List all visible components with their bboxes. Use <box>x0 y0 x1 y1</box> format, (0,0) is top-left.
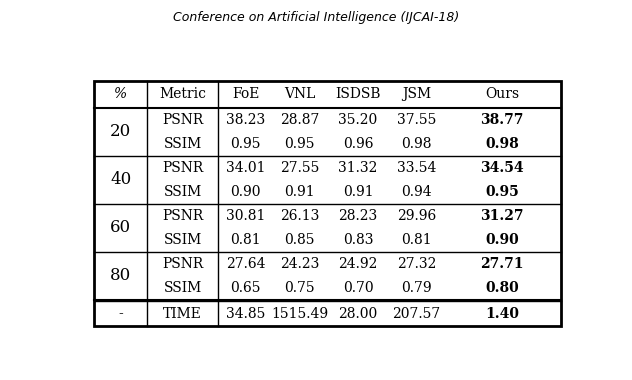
Text: 0.65: 0.65 <box>231 280 261 294</box>
Text: 28.87: 28.87 <box>280 112 319 127</box>
Text: 29.96: 29.96 <box>397 209 436 223</box>
Text: 28.23: 28.23 <box>338 209 377 223</box>
Text: SSIM: SSIM <box>164 137 202 150</box>
Text: FoE: FoE <box>232 87 259 101</box>
Text: PSNR: PSNR <box>162 256 204 271</box>
Text: 40: 40 <box>110 171 131 188</box>
Text: 0.95: 0.95 <box>485 185 519 199</box>
Text: 27.55: 27.55 <box>280 161 319 175</box>
Text: 0.98: 0.98 <box>485 137 519 150</box>
Text: 0.91: 0.91 <box>343 185 374 199</box>
Text: 24.23: 24.23 <box>280 256 319 271</box>
Text: 31.27: 31.27 <box>480 209 523 223</box>
Text: 0.85: 0.85 <box>284 233 315 247</box>
Text: 0.81: 0.81 <box>231 233 261 247</box>
Text: 24.92: 24.92 <box>338 256 378 271</box>
Text: 0.90: 0.90 <box>231 185 261 199</box>
Text: 38.23: 38.23 <box>226 112 265 127</box>
Text: 0.95: 0.95 <box>284 137 315 150</box>
Text: TIME: TIME <box>163 307 202 321</box>
Text: 0.70: 0.70 <box>343 280 374 294</box>
Text: SSIM: SSIM <box>164 233 202 247</box>
Text: 80: 80 <box>110 267 131 284</box>
Text: ISDSB: ISDSB <box>335 87 380 101</box>
Text: VNL: VNL <box>284 87 315 101</box>
Text: 27.64: 27.64 <box>226 256 265 271</box>
Text: Ours: Ours <box>485 87 519 101</box>
Text: 37.55: 37.55 <box>397 112 436 127</box>
Text: 1515.49: 1515.49 <box>271 307 328 321</box>
Text: 0.80: 0.80 <box>485 280 519 294</box>
Text: 20: 20 <box>110 123 131 140</box>
Text: 0.91: 0.91 <box>284 185 315 199</box>
Text: SSIM: SSIM <box>164 185 202 199</box>
Text: 34.01: 34.01 <box>226 161 265 175</box>
Text: -: - <box>118 307 123 321</box>
Text: 33.54: 33.54 <box>397 161 436 175</box>
Text: 0.90: 0.90 <box>485 233 519 247</box>
Text: 0.94: 0.94 <box>401 185 432 199</box>
Text: 0.83: 0.83 <box>343 233 374 247</box>
Text: 34.85: 34.85 <box>226 307 265 321</box>
Text: 1.40: 1.40 <box>485 307 519 321</box>
Text: PSNR: PSNR <box>162 112 204 127</box>
Text: %: % <box>114 87 127 101</box>
Text: 0.79: 0.79 <box>401 280 432 294</box>
Text: 0.96: 0.96 <box>343 137 374 150</box>
Text: 27.71: 27.71 <box>480 256 523 271</box>
Text: PSNR: PSNR <box>162 209 204 223</box>
Text: 30.81: 30.81 <box>226 209 265 223</box>
Text: Metric: Metric <box>159 87 206 101</box>
Text: 31.32: 31.32 <box>338 161 378 175</box>
Text: 35.20: 35.20 <box>338 112 377 127</box>
Text: SSIM: SSIM <box>164 280 202 294</box>
Text: 0.81: 0.81 <box>401 233 432 247</box>
Text: 34.54: 34.54 <box>480 161 524 175</box>
Text: 0.95: 0.95 <box>231 137 261 150</box>
Text: 0.75: 0.75 <box>284 280 315 294</box>
Text: Conference on Artificial Intelligence (IJCAI-18): Conference on Artificial Intelligence (I… <box>173 11 459 24</box>
Text: 207.57: 207.57 <box>392 307 441 321</box>
Text: 38.77: 38.77 <box>480 112 523 127</box>
Text: 60: 60 <box>110 219 131 236</box>
Text: 0.98: 0.98 <box>401 137 432 150</box>
Text: 27.32: 27.32 <box>397 256 436 271</box>
Text: PSNR: PSNR <box>162 161 204 175</box>
Text: JSM: JSM <box>402 87 431 101</box>
Text: 28.00: 28.00 <box>338 307 377 321</box>
Text: 26.13: 26.13 <box>280 209 319 223</box>
